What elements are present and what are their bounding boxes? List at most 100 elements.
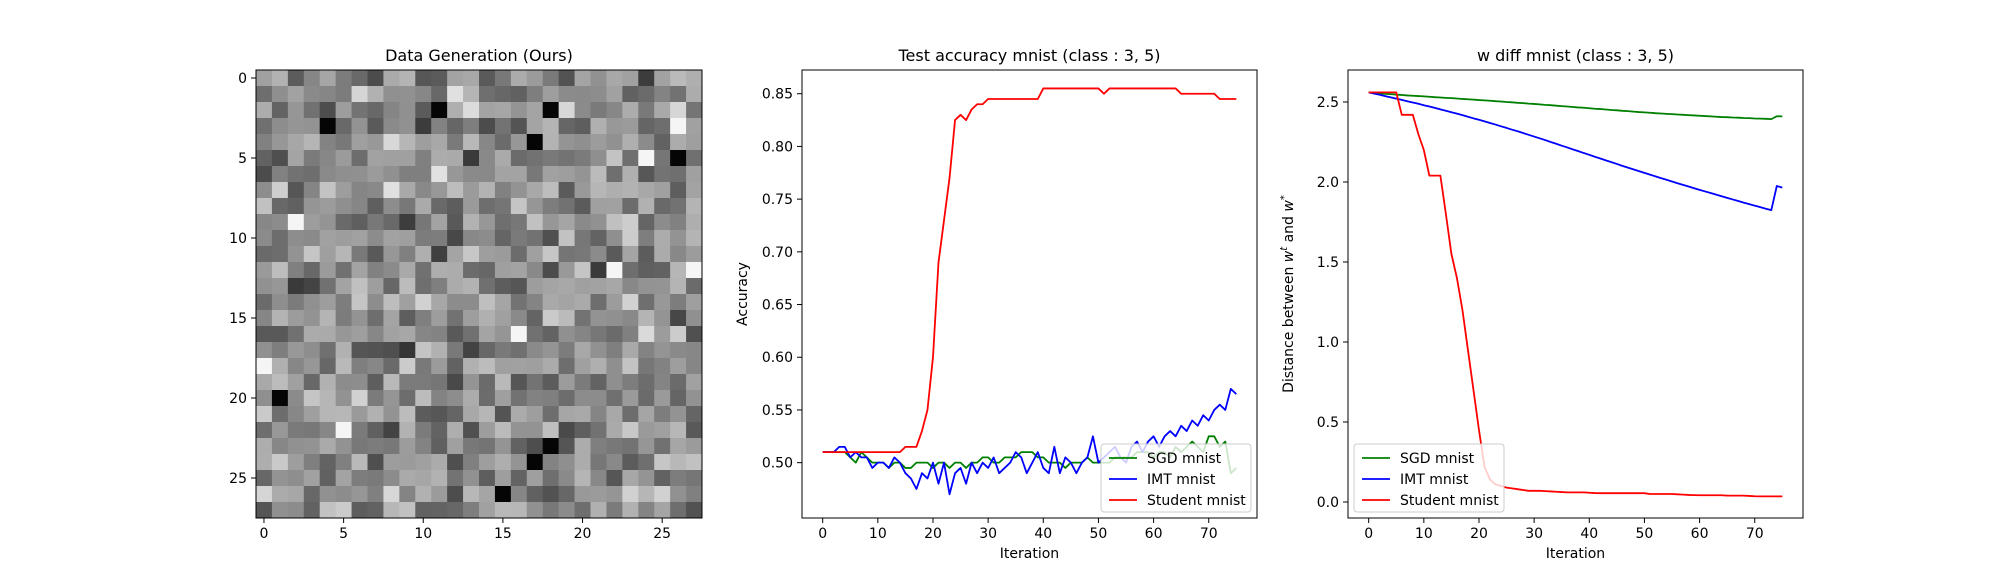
heatmap-cell (494, 118, 512, 135)
heatmap-cell (606, 182, 623, 199)
heatmap-cell (463, 438, 480, 455)
heatmap-cell (526, 454, 544, 471)
heatmap-cell (542, 262, 560, 279)
heatmap-cell (431, 70, 448, 87)
heatmap-cell (431, 182, 448, 199)
heatmap-cell (590, 390, 607, 407)
heatmap-cell (622, 502, 639, 519)
heatmap-cell (303, 470, 321, 487)
heatmap-cell (606, 230, 623, 247)
heatmap-cell (670, 390, 687, 407)
heatmap-cell (463, 102, 480, 119)
heatmap-cell (686, 294, 703, 311)
heatmap-cell (638, 486, 655, 503)
heatmap-cell (510, 326, 528, 343)
heatmap-cell (271, 278, 289, 295)
heatmap-cell (526, 390, 544, 407)
heatmap-cell (638, 198, 655, 215)
heatmap-cell (494, 182, 512, 199)
legend-label: Student mnist (1147, 493, 1246, 509)
heatmap-cell (574, 310, 591, 327)
heatmap-cell (367, 310, 384, 327)
heatmap-cell (638, 214, 655, 231)
heatmap-cell (638, 150, 655, 167)
heatmap-cell (526, 198, 544, 215)
heatmap-cell (256, 246, 273, 263)
heatmap-cell (319, 214, 337, 231)
heatmap-cell (383, 422, 400, 439)
heatmap-cell (383, 214, 400, 231)
heatmap-cell (399, 470, 416, 487)
x-tick-label: 40 (1034, 526, 1052, 542)
heatmap-cell (399, 182, 416, 199)
series-line-student-mnist (1368, 91, 1783, 498)
heatmap-cell (622, 262, 639, 279)
heatmap-cell (510, 454, 528, 471)
heatmap-cell (271, 230, 289, 247)
heatmap-cell (622, 390, 639, 407)
heatmap-cell (303, 358, 321, 375)
heatmap-cell (383, 182, 400, 199)
heatmap-cell (367, 390, 384, 407)
heatmap-cell (574, 294, 591, 311)
x-tick-label: 20 (574, 526, 592, 542)
heatmap-cell (622, 486, 639, 503)
heatmap-cell (431, 326, 448, 343)
heatmap-cell (447, 438, 464, 455)
heatmap-cell (319, 326, 337, 343)
heatmap-cell (526, 342, 544, 359)
series-line-student-mnist (822, 87, 1237, 454)
heatmap-cell (271, 86, 289, 103)
heatmap-cell (367, 374, 384, 391)
heatmap-cell (638, 374, 655, 391)
heatmap-cell (463, 230, 480, 247)
heatmap-cell (526, 326, 544, 343)
heatmap-cell (574, 422, 591, 439)
heatmap-cell (399, 342, 416, 359)
heatmap-cell (510, 358, 528, 375)
heatmap-cell (367, 198, 384, 215)
heatmap-cell (319, 358, 337, 375)
heatmap-cell (686, 70, 703, 87)
heatmap-cell (271, 390, 289, 407)
heatmap-cell (638, 262, 655, 279)
heatmap-cell (367, 454, 384, 471)
heatmap-cell (670, 310, 687, 327)
heatmap-cell (622, 342, 639, 359)
heatmap-cell (494, 70, 512, 87)
heatmap-cell (542, 502, 560, 519)
heatmap-cell (494, 230, 512, 247)
heatmap-cell (686, 230, 703, 247)
heatmap-cell (479, 390, 496, 407)
heatmap-cell (494, 166, 512, 183)
heatmap-cell (351, 486, 368, 503)
heatmap-cell (399, 134, 416, 151)
heatmap-cell (558, 390, 575, 407)
heatmap-cell (271, 198, 289, 215)
heatmap-cell (590, 166, 607, 183)
heatmap-cell (654, 214, 671, 231)
heatmap-cell (303, 454, 321, 471)
heatmap-cell (415, 374, 432, 391)
heatmap-cell (383, 118, 400, 135)
heatmap-cell (510, 150, 528, 167)
y-tick-label: 0.65 (762, 298, 793, 314)
heatmap-cell (447, 310, 464, 327)
heatmap-cell (447, 86, 464, 103)
heatmap-cell (447, 70, 464, 87)
heatmap-cell (494, 374, 512, 391)
y-tick-label: 25 (229, 471, 247, 487)
heatmap-cell (431, 486, 448, 503)
heatmap-cell (590, 374, 607, 391)
heatmap-cell (367, 262, 384, 279)
heatmap-cell (494, 342, 512, 359)
heatmap-cell (351, 294, 368, 311)
heatmap-cell (638, 438, 655, 455)
heatmap-cell (463, 134, 480, 151)
heatmap-cell (303, 150, 321, 167)
heatmap-cell (399, 166, 416, 183)
heatmap-cell (510, 486, 528, 503)
x-tick-label: 30 (979, 526, 997, 542)
heatmap-cell (670, 230, 687, 247)
heatmap-cell (256, 454, 273, 471)
